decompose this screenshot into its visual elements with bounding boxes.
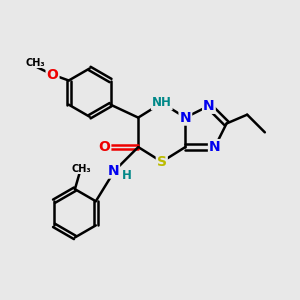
Text: N: N [107,164,119,178]
Text: CH₃: CH₃ [72,164,92,173]
Text: O: O [98,140,110,154]
Text: NH: NH [152,96,172,110]
Text: N: N [179,111,191,124]
Text: H: H [122,169,132,182]
Text: N: N [203,99,215,113]
Text: N: N [209,140,220,154]
Text: S: S [157,155,167,169]
Text: O: O [46,68,58,82]
Text: CH₃: CH₃ [26,58,46,68]
